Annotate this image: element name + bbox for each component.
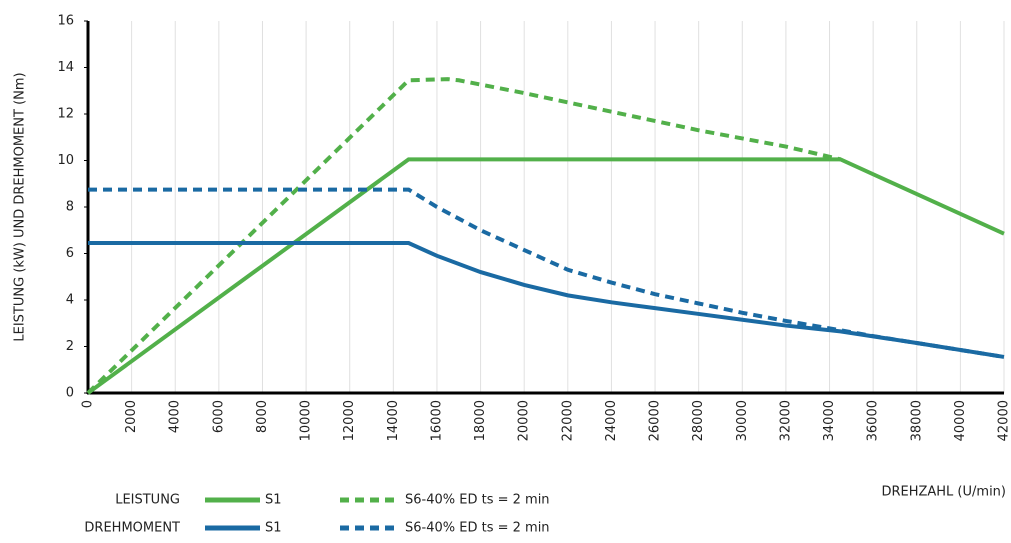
x-tick-label: 6000 bbox=[211, 400, 226, 433]
legend-label: S6-40% ED ts = 2 min bbox=[405, 521, 550, 536]
y-tick-label: 0 bbox=[66, 386, 74, 401]
series-line bbox=[88, 79, 840, 393]
x-tick-label: 34000 bbox=[822, 400, 837, 441]
x-tick-label: 38000 bbox=[909, 400, 924, 441]
x-tick-label: 20000 bbox=[517, 400, 532, 441]
legend-label: S6-40% ED ts = 2 min bbox=[405, 493, 550, 508]
legend-group-label: LEISTUNG bbox=[115, 493, 180, 508]
y-tick-label: 8 bbox=[66, 200, 74, 215]
x-tick-label: 22000 bbox=[560, 400, 575, 441]
x-tick-label: 0 bbox=[81, 400, 96, 408]
x-tick-label: 32000 bbox=[778, 400, 793, 441]
x-tick-label: 16000 bbox=[429, 400, 444, 441]
series-line bbox=[88, 243, 1004, 357]
x-tick-label: 42000 bbox=[997, 400, 1011, 441]
x-tick-label: 18000 bbox=[473, 400, 488, 441]
y-tick-label: 10 bbox=[57, 153, 74, 168]
x-tick-label: 40000 bbox=[953, 400, 968, 441]
y-tick-label: 2 bbox=[66, 339, 74, 354]
x-tick-label: 8000 bbox=[255, 400, 270, 433]
x-tick-label: 10000 bbox=[299, 400, 314, 441]
x-axis-label: DREHZAHL (U/min) bbox=[881, 485, 1006, 500]
x-tick-label: 12000 bbox=[342, 400, 357, 441]
x-tick-label: 36000 bbox=[866, 400, 881, 441]
x-tick-label: 26000 bbox=[648, 400, 663, 441]
legend-label: S1 bbox=[265, 493, 282, 508]
y-tick-label: 6 bbox=[66, 246, 74, 261]
y-tick-label: 14 bbox=[57, 60, 74, 75]
x-tick-label: 4000 bbox=[168, 400, 183, 433]
series-line bbox=[88, 159, 1004, 393]
legend-label: S1 bbox=[265, 521, 282, 536]
series-line bbox=[88, 190, 1004, 357]
x-tick-label: 2000 bbox=[124, 400, 139, 433]
x-tick-label: 28000 bbox=[691, 400, 706, 441]
y-tick-label: 4 bbox=[66, 293, 74, 308]
y-tick-label: 12 bbox=[57, 107, 74, 122]
y-axis-label: LEISTUNG (kW) UND DREHMOMENT (Nm) bbox=[13, 72, 28, 341]
x-tick-label: 14000 bbox=[386, 400, 401, 441]
x-tick-label: 24000 bbox=[604, 400, 619, 441]
x-tick-label: 30000 bbox=[735, 400, 750, 441]
legend-group-label: DREHMOMENT bbox=[84, 521, 180, 536]
y-tick-label: 16 bbox=[57, 14, 74, 29]
